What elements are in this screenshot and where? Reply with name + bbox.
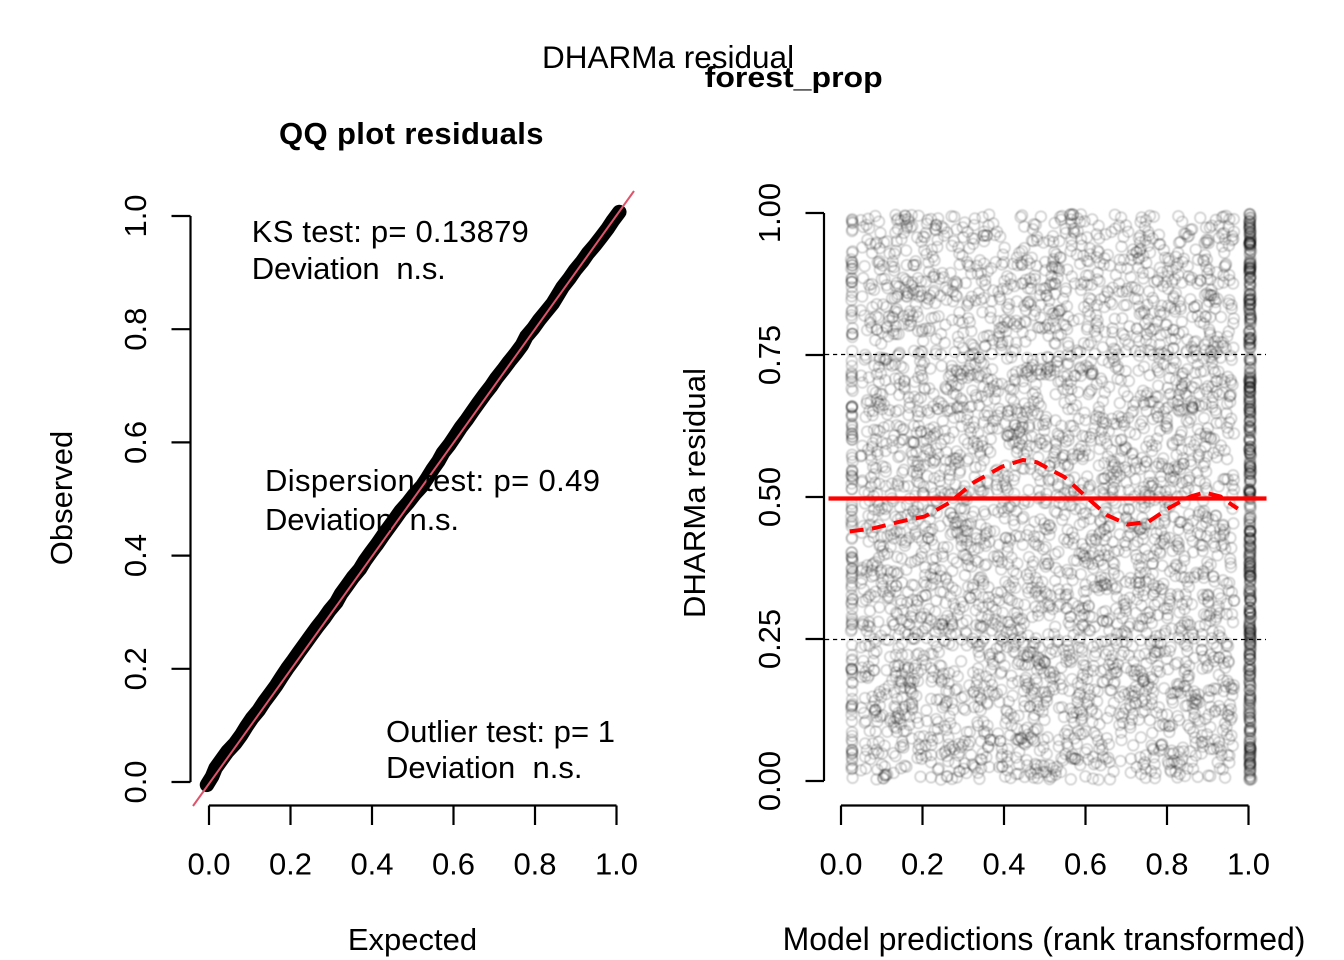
- svg-text:1.0: 1.0: [1227, 847, 1270, 882]
- svg-text:Expected: Expected: [348, 922, 477, 957]
- svg-text:0.0: 0.0: [118, 760, 153, 803]
- svg-text:Dispersion test: p= 0.49: Dispersion test: p= 0.49: [265, 463, 600, 498]
- svg-text:0.50: 0.50: [752, 467, 787, 527]
- svg-text:Deviation n.s.: Deviation n.s.: [252, 251, 446, 286]
- svg-text:1.0: 1.0: [118, 194, 153, 237]
- svg-text:Deviation n.s.: Deviation n.s.: [386, 750, 583, 785]
- svg-text:0.25: 0.25: [752, 609, 787, 669]
- svg-text:0.4: 0.4: [118, 534, 153, 577]
- svg-text:0.6: 0.6: [432, 847, 475, 882]
- svg-text:0.0: 0.0: [819, 847, 862, 882]
- svg-text:0.8: 0.8: [513, 847, 556, 882]
- svg-text:1.00: 1.00: [752, 183, 787, 243]
- svg-text:0.00: 0.00: [752, 751, 787, 811]
- svg-text:Observed: Observed: [44, 431, 79, 565]
- svg-text:DHARMa residual: DHARMa residual: [542, 39, 794, 75]
- svg-text:0.6: 0.6: [118, 421, 153, 464]
- svg-text:Outlier test: p= 1: Outlier test: p= 1: [386, 714, 615, 749]
- svg-text:0.2: 0.2: [901, 847, 944, 882]
- svg-text:0.0: 0.0: [187, 847, 230, 882]
- svg-text:0.6: 0.6: [1064, 847, 1107, 882]
- svg-text:DHARMa residual: DHARMa residual: [677, 368, 712, 618]
- svg-text:0.8: 0.8: [1145, 847, 1188, 882]
- svg-text:0.2: 0.2: [118, 647, 153, 690]
- svg-text:Model predictions (rank transf: Model predictions (rank transformed): [783, 921, 1306, 957]
- svg-text:Deviation n.s.: Deviation n.s.: [265, 502, 459, 537]
- svg-text:QQ plot residuals: QQ plot residuals: [279, 116, 544, 151]
- svg-text:KS test: p= 0.13879: KS test: p= 0.13879: [252, 214, 529, 249]
- svg-text:0.2: 0.2: [269, 847, 312, 882]
- svg-text:0.8: 0.8: [118, 308, 153, 351]
- svg-text:0.4: 0.4: [982, 847, 1025, 882]
- svg-text:0.75: 0.75: [752, 325, 787, 385]
- svg-text:0.4: 0.4: [350, 847, 393, 882]
- svg-text:1.0: 1.0: [595, 847, 638, 882]
- svg-text:forest_prop: forest_prop: [705, 62, 883, 94]
